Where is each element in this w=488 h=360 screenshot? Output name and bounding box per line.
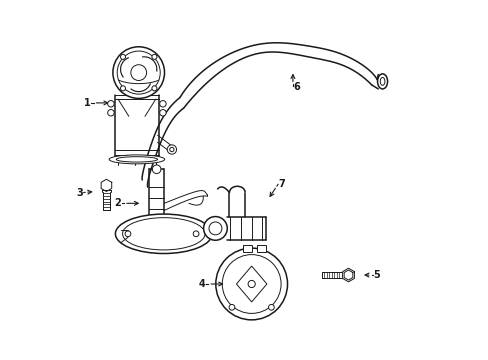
Circle shape [160,100,166,107]
Text: 2: 2 [114,198,121,208]
Bar [242,244,251,252]
Ellipse shape [109,155,164,164]
Text: 1: 1 [83,98,90,108]
Bar [257,244,265,252]
Polygon shape [236,266,266,302]
Circle shape [107,109,114,116]
Circle shape [152,86,157,91]
Text: 5: 5 [373,270,380,280]
Ellipse shape [122,218,204,250]
Text: 7: 7 [278,179,285,189]
Ellipse shape [377,74,387,89]
Ellipse shape [116,157,157,162]
Circle shape [120,86,125,91]
Circle shape [247,280,255,288]
Circle shape [203,217,227,240]
Text: 6: 6 [292,82,299,92]
Circle shape [107,100,114,107]
Text: 3: 3 [76,188,83,198]
Circle shape [120,54,125,59]
Text: 4: 4 [198,279,204,289]
Circle shape [117,51,160,94]
Circle shape [222,255,281,314]
Circle shape [169,147,174,152]
Circle shape [268,305,274,310]
Circle shape [152,54,157,59]
Circle shape [215,248,287,320]
Circle shape [193,231,199,237]
Circle shape [228,305,234,310]
Circle shape [167,145,176,154]
Circle shape [131,65,146,81]
Circle shape [152,165,161,174]
Circle shape [113,47,164,98]
Circle shape [125,231,131,237]
Circle shape [160,109,166,116]
Ellipse shape [380,77,384,85]
Ellipse shape [115,214,212,253]
Circle shape [208,222,222,235]
